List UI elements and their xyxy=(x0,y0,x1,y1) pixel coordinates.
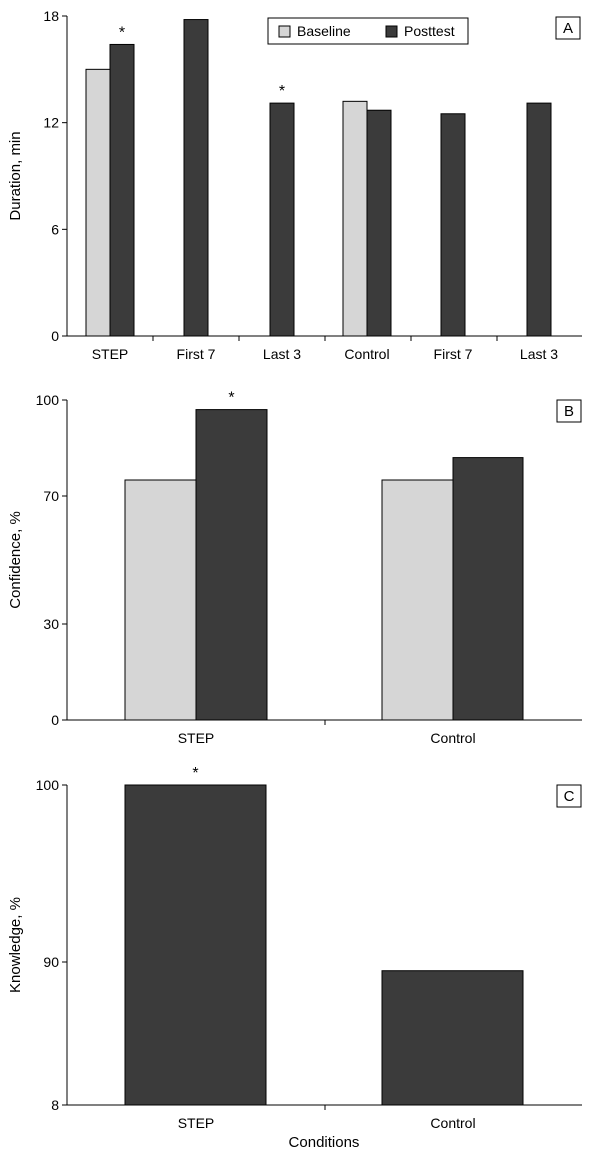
panel-label: B xyxy=(564,403,574,420)
bar-baseline-3 xyxy=(342,100,368,337)
bar-posttest-0 xyxy=(109,43,135,337)
panel-label-box xyxy=(555,16,581,40)
y-tick-label: 0 xyxy=(51,328,59,344)
bar-posttest-1 xyxy=(183,19,209,337)
panel-label-box xyxy=(556,784,582,808)
x-tick-label: Control xyxy=(430,1115,475,1131)
significance-marker: * xyxy=(279,83,285,100)
bar-baseline-1 xyxy=(381,479,454,721)
significance-marker: * xyxy=(228,390,234,407)
legend-label-posttest: Posttest xyxy=(404,23,455,39)
panel-label: A xyxy=(563,20,573,37)
bar-posttest-5 xyxy=(526,102,552,337)
chart-panel-c: * 8 90 100 STEP Control Knowledge, % C xyxy=(7,765,582,1131)
legend-label-baseline: Baseline xyxy=(297,23,351,39)
x-tick-label: First 7 xyxy=(177,346,216,362)
x-tick-label: Last 3 xyxy=(520,346,558,362)
bar-baseline-0 xyxy=(85,68,111,337)
x-tick-label: Control xyxy=(430,730,475,746)
x-axis-title: Conditions xyxy=(289,1134,360,1151)
y-tick-label: 18 xyxy=(43,8,59,24)
bar-posttest-4 xyxy=(440,113,466,337)
y-tick-label: 70 xyxy=(43,488,59,504)
y-tick-label: 8 xyxy=(51,1097,59,1113)
significance-marker: * xyxy=(119,24,125,41)
x-tick-label: First 7 xyxy=(434,346,473,362)
y-tick-label: 100 xyxy=(36,777,60,793)
bar-posttest-3 xyxy=(366,109,392,337)
y-tick-label: 100 xyxy=(36,392,60,408)
y-tick-label: 90 xyxy=(43,954,59,970)
y-axis-title: Knowledge, % xyxy=(7,897,24,993)
y-tick-label: 0 xyxy=(51,712,59,728)
bar-baseline-0 xyxy=(124,479,197,721)
legend-swatch-posttest xyxy=(385,25,398,38)
x-tick-label: Last 3 xyxy=(263,346,301,362)
x-tick-label: STEP xyxy=(92,346,129,362)
x-tick-label: STEP xyxy=(178,1115,215,1131)
legend-swatch-baseline xyxy=(278,25,291,38)
legend-box xyxy=(267,17,469,45)
bar-posttest-0 xyxy=(124,784,267,1106)
chart-panel-b: * 0 30 70 100 STEP Control Confidence, % B xyxy=(7,390,582,746)
bar-posttest-2 xyxy=(269,102,295,337)
x-tick-label: STEP xyxy=(178,730,215,746)
bar-posttest-0 xyxy=(195,409,268,721)
significance-marker: * xyxy=(192,765,198,782)
y-tick-label: 12 xyxy=(43,115,59,131)
legend: Baseline Posttest xyxy=(267,17,469,45)
panel-label-box xyxy=(556,399,582,423)
y-axis-title: Duration, min xyxy=(7,131,24,220)
bar-posttest-1 xyxy=(381,970,524,1106)
panel-label: C xyxy=(564,788,575,805)
x-tick-label: Control xyxy=(344,346,389,362)
bar-posttest-1 xyxy=(452,457,524,721)
y-tick-label: 6 xyxy=(51,221,59,237)
y-tick-label: 30 xyxy=(43,616,59,632)
y-axis-title: Confidence, % xyxy=(7,511,24,609)
chart-panel-a: * * 0 6 12 18 STEP First 7 Last 3 Control First 7 L… xyxy=(7,8,582,362)
